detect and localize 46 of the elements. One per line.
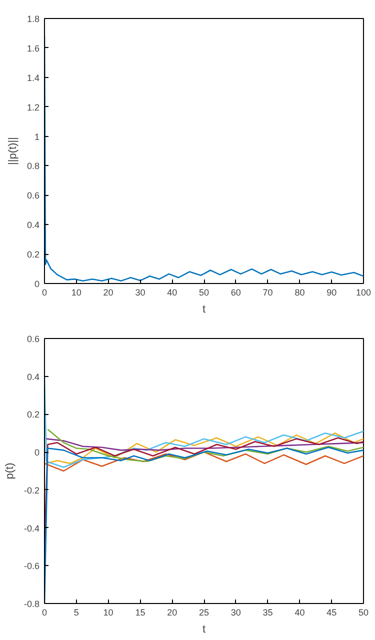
line-series [44, 451, 364, 472]
x-tick-label: 10 [71, 288, 82, 298]
y-tick-label: 0.2 [26, 410, 40, 420]
x-tick-label: 0 [42, 608, 48, 618]
y-tick-label: 0 [34, 448, 40, 458]
y-tick-label: -0.6 [24, 561, 40, 572]
line-series [46, 438, 364, 451]
x-tick-label: 5 [74, 608, 79, 618]
y-axis-title: p(t) [4, 462, 16, 480]
y-tick-label: 0.6 [26, 190, 40, 201]
x-axis-title: t [202, 304, 206, 316]
x-axis-title: t [202, 624, 206, 636]
y-tick-label: -0.8 [24, 599, 40, 609]
y-tick-label: 0.8 [26, 161, 40, 172]
x-tick-label: 90 [326, 288, 337, 298]
y-tick-label: 1.4 [26, 72, 40, 83]
y-tick-label: 0.4 [26, 220, 40, 230]
x-tick-label: 100 [356, 288, 372, 298]
x-tick-label: 25 [198, 608, 210, 618]
y-axis-title: ||p(t)|| [6, 137, 19, 165]
x-tick-label: 45 [326, 608, 337, 618]
y-tick-label: 1.6 [26, 43, 40, 54]
y-tick-label: 1.2 [26, 102, 40, 112]
x-tick-label: 30 [230, 608, 241, 618]
x-tick-label: 50 [198, 288, 210, 298]
x-tick-label: 15 [135, 608, 146, 618]
x-tick-label: 40 [294, 608, 305, 618]
y-tick-label: 1 [34, 132, 40, 142]
x-tick-label: 60 [230, 288, 241, 298]
y-tick-label: -0.4 [24, 523, 40, 534]
x-tick-label: 35 [262, 608, 273, 618]
x-tick-label: 70 [262, 288, 273, 298]
y-tick-label: 0.4 [26, 372, 40, 382]
x-tick-label: 40 [167, 288, 178, 298]
x-tick-label: 50 [358, 608, 369, 618]
y-tick-label: 0.2 [26, 250, 40, 260]
y-tick-label: -0.2 [24, 485, 40, 496]
y-tick-label: 0.6 [26, 334, 40, 344]
x-tick-label: 20 [103, 288, 114, 298]
x-tick-label: 20 [167, 608, 178, 618]
x-tick-label: 10 [103, 608, 114, 618]
y-tick-label: 0 [34, 279, 40, 289]
x-tick-label: 0 [42, 288, 48, 298]
x-tick-label: 80 [294, 288, 305, 298]
y-tick-label: 1.8 [26, 14, 40, 24]
x-tick-label: 30 [135, 288, 146, 298]
